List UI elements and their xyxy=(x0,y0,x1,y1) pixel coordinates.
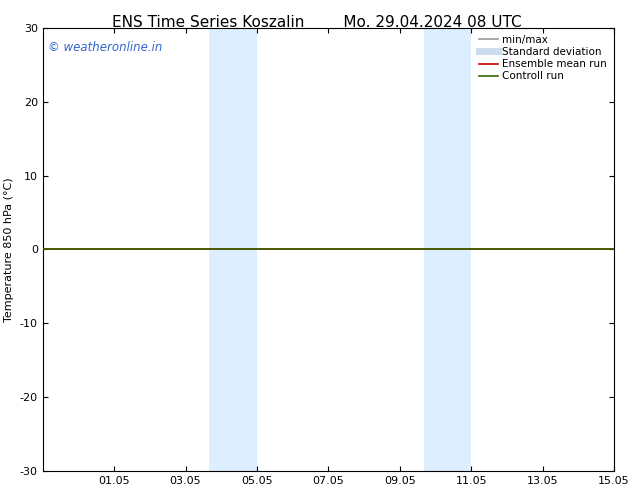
Bar xyxy=(233,28,257,471)
Bar xyxy=(424,28,447,471)
Legend: min/max, Standard deviation, Ensemble mean run, Controll run: min/max, Standard deviation, Ensemble me… xyxy=(477,33,609,83)
Y-axis label: Temperature 850 hPa (°C): Temperature 850 hPa (°C) xyxy=(4,177,14,321)
Text: © weatheronline.in: © weatheronline.in xyxy=(48,41,163,54)
Bar xyxy=(209,28,233,471)
Text: ENS Time Series Koszalin        Mo. 29.04.2024 08 UTC: ENS Time Series Koszalin Mo. 29.04.2024 … xyxy=(112,15,522,30)
Bar xyxy=(447,28,471,471)
